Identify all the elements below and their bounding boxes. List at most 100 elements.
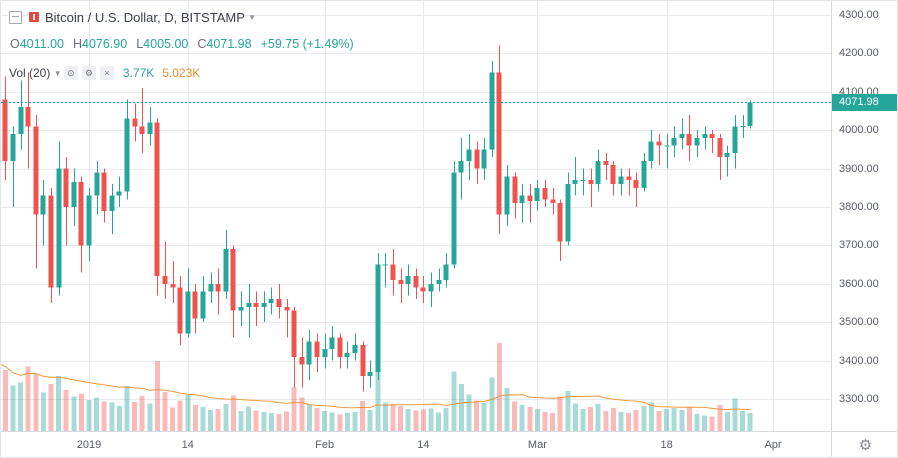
volume-bar — [686, 407, 692, 431]
candle-body — [443, 264, 449, 280]
high-value: 4076.90 — [82, 37, 128, 51]
candle-body — [740, 125, 746, 127]
candle-body — [10, 134, 16, 161]
candle-body — [101, 172, 107, 211]
candle-body — [534, 187, 540, 202]
volume-bar — [352, 411, 358, 431]
symbol-title[interactable]: Bitcoin / U.S. Dollar, D, BITSTAMP — [45, 9, 245, 25]
price-tick-label: 3700.00 — [839, 239, 879, 252]
candle-body — [542, 187, 548, 200]
volume-bar — [717, 405, 723, 431]
candle-body — [238, 306, 244, 311]
time-tick-label: Feb — [315, 439, 335, 451]
candle-body — [626, 176, 632, 181]
volume-bar — [344, 412, 350, 431]
legend: Bitcoin / U.S. Dollar, D, BITSTAMP ▾ O 40… — [9, 7, 354, 83]
volume-bar — [390, 404, 396, 431]
volume-bar — [618, 411, 624, 431]
volume-bar — [200, 407, 206, 431]
volume-bar — [223, 404, 229, 431]
open-value: 4011.00 — [19, 37, 64, 51]
chart-pane[interactable]: Bitcoin / U.S. Dollar, D, BITSTAMP ▾ O 40… — [1, 1, 831, 431]
volume-indicator-label[interactable]: Vol (20) — [9, 66, 51, 80]
volume-bar — [71, 396, 77, 431]
volume-bar — [246, 406, 252, 431]
candle-body — [132, 118, 138, 127]
candle-body — [390, 264, 396, 280]
volume-bar — [496, 343, 502, 431]
low-label: L — [136, 37, 144, 51]
candle-body — [413, 276, 419, 288]
candle-body — [291, 310, 297, 357]
candle-body — [572, 180, 578, 184]
volume-bar — [139, 396, 145, 431]
volume-bar — [565, 390, 571, 431]
visibility-icon[interactable]: ⊙ — [63, 66, 78, 80]
candle-body — [299, 356, 305, 365]
volume-bar — [656, 410, 662, 431]
volume-bar — [162, 391, 168, 431]
volume-bar — [443, 408, 449, 431]
volume-bar — [116, 406, 122, 431]
volume-bar — [268, 412, 274, 431]
collapse-pane-icon[interactable] — [9, 10, 22, 24]
gear-icon[interactable]: ⚙ — [858, 437, 873, 454]
candle-body — [436, 279, 442, 284]
candle-body — [124, 118, 130, 192]
settings-icon[interactable]: ⚙ — [81, 66, 96, 80]
volume-bar — [504, 387, 510, 431]
candle-body — [709, 134, 715, 138]
candle-body — [474, 149, 480, 169]
volume-bar — [170, 407, 176, 431]
candle-body — [337, 337, 343, 357]
price-axis[interactable]: 4071.98 4300.00 4200.00 4100.00 4000.00 3900… — [831, 1, 897, 431]
volume-bar — [671, 408, 677, 431]
volume-bar — [40, 392, 46, 431]
volume-bar — [230, 395, 236, 431]
candle-body — [192, 291, 198, 319]
close-label: C — [197, 37, 207, 51]
candle-body — [314, 341, 320, 357]
candle-body — [702, 134, 708, 138]
volume-bar — [436, 412, 442, 431]
candle-body — [724, 153, 730, 158]
volume-bar — [481, 402, 487, 431]
volume-bar — [291, 387, 297, 431]
volume-indicator-row: Vol (20) ▾ ⊙ ⚙ × 3.77K 5.023K — [9, 63, 354, 83]
volume-bar — [314, 408, 320, 431]
chevron-down-icon[interactable]: ▾ — [55, 67, 60, 78]
chevron-down-icon[interactable]: ▾ — [249, 11, 255, 22]
volume-bar — [610, 408, 616, 431]
candle-body — [352, 345, 358, 353]
candle-body — [512, 176, 518, 204]
volume-bar — [33, 373, 39, 431]
candle-body — [489, 72, 495, 150]
volume-bar — [420, 409, 426, 431]
volume-bar — [580, 409, 586, 431]
chart-canvas[interactable] — [1, 1, 831, 431]
time-axis[interactable]: 2019 14 Feb 14 Mar 18 Apr — [1, 431, 831, 457]
close-icon[interactable]: × — [99, 66, 114, 80]
low-value: 4005.00 — [143, 37, 189, 51]
candle-body — [109, 195, 115, 211]
volume-bar — [534, 409, 540, 431]
volume-bar — [527, 407, 533, 431]
candle-body — [56, 168, 62, 288]
volume-bar — [322, 410, 328, 431]
volume-bar — [694, 413, 700, 431]
candle-body — [329, 337, 335, 350]
volume-bar — [63, 389, 69, 431]
candle-body — [671, 137, 677, 146]
candle-body — [86, 195, 92, 246]
volume-bar — [428, 408, 434, 431]
volume-bar — [398, 406, 404, 431]
candle-body — [147, 122, 153, 135]
volume-bar — [732, 398, 738, 431]
volume-bar — [572, 403, 578, 431]
candle-body — [496, 72, 502, 215]
volume-bar — [747, 412, 753, 431]
price-tick-label: 3800.00 — [839, 201, 879, 213]
candle-body — [481, 149, 487, 169]
candle-body — [527, 195, 533, 202]
volume-bar — [192, 405, 198, 431]
